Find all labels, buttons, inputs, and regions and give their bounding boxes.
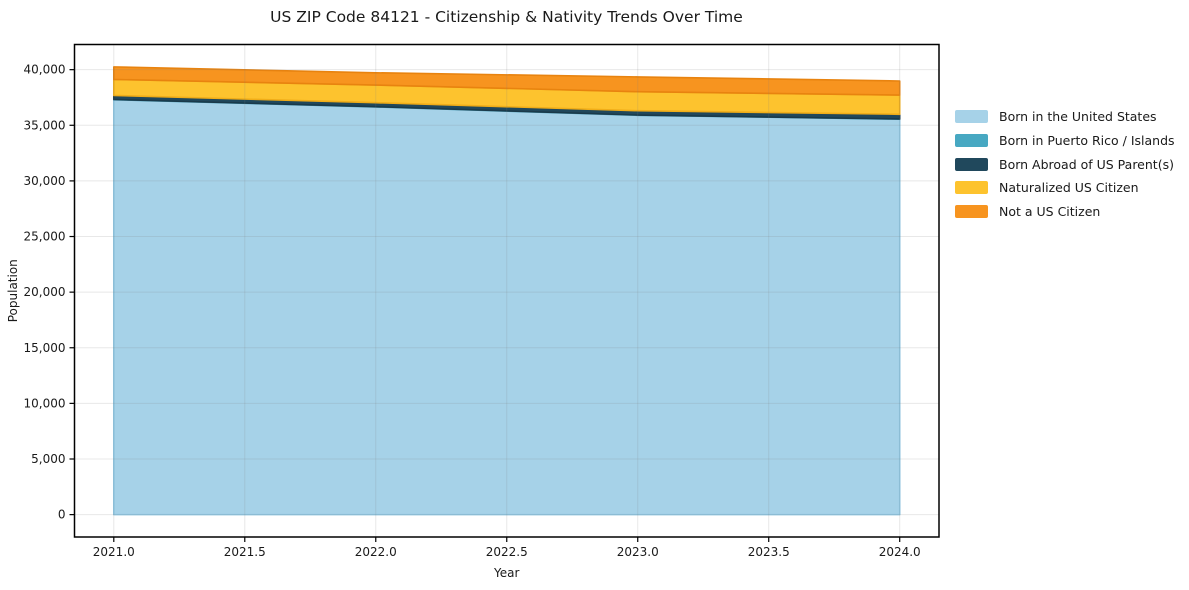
legend-label: Born in Puerto Rico / Islands (999, 133, 1175, 149)
x-tick-label: 2022.0 (355, 545, 397, 559)
legend-item-2: Born Abroad of US Parent(s) (955, 152, 1175, 176)
y-tick-label: 20,000 (24, 285, 66, 299)
legend-item-3: Naturalized US Citizen (955, 176, 1175, 200)
legend: Born in the United States Born in Puerto … (955, 105, 1175, 223)
y-tick-label: 10,000 (24, 396, 66, 410)
legend-swatch-icon (955, 110, 988, 124)
x-axis-label: Year (493, 566, 519, 580)
y-axis-label: Population (6, 259, 20, 322)
area-series-4 (112, 66, 901, 96)
legend-swatch-icon (955, 181, 988, 195)
legend-label: Born Abroad of US Parent(s) (999, 156, 1174, 172)
legend-label: Naturalized US Citizen (999, 180, 1139, 196)
y-tick-label: 35,000 (24, 118, 66, 132)
x-tick-label: 2024.0 (879, 545, 921, 559)
y-tick-label: 40,000 (24, 63, 66, 77)
y-tick-label: 25,000 (24, 230, 66, 244)
y-tick-label: 5,000 (31, 452, 65, 466)
x-tick-label: 2021.0 (93, 545, 135, 559)
x-tick-label: 2021.5 (224, 545, 266, 559)
x-tick-label: 2022.5 (486, 545, 528, 559)
y-tick-label: 30,000 (24, 174, 66, 188)
legend-label: Born in the United States (999, 109, 1157, 125)
legend-item-0: Born in the United States (955, 105, 1175, 129)
x-tick-label: 2023.0 (617, 545, 659, 559)
legend-swatch-icon (955, 205, 988, 219)
x-tick-label: 2023.5 (748, 545, 790, 559)
legend-swatch-icon (955, 134, 988, 148)
chart-title: US ZIP Code 84121 - Citizenship & Nativi… (270, 8, 743, 26)
legend-item-4: Not a US Citizen (955, 200, 1175, 224)
legend-swatch-icon (955, 157, 988, 171)
legend-label: Not a US Citizen (999, 204, 1101, 220)
y-tick-label: 15,000 (24, 341, 66, 355)
legend-item-1: Born in Puerto Rico / Islands (955, 129, 1175, 153)
y-tick-label: 0 (58, 508, 66, 522)
